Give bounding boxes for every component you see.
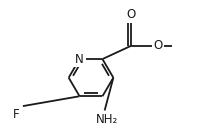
Text: O: O [126, 8, 135, 21]
Text: N: N [75, 52, 84, 66]
Text: F: F [13, 108, 20, 121]
Text: NH₂: NH₂ [96, 113, 118, 126]
Text: O: O [153, 39, 163, 52]
